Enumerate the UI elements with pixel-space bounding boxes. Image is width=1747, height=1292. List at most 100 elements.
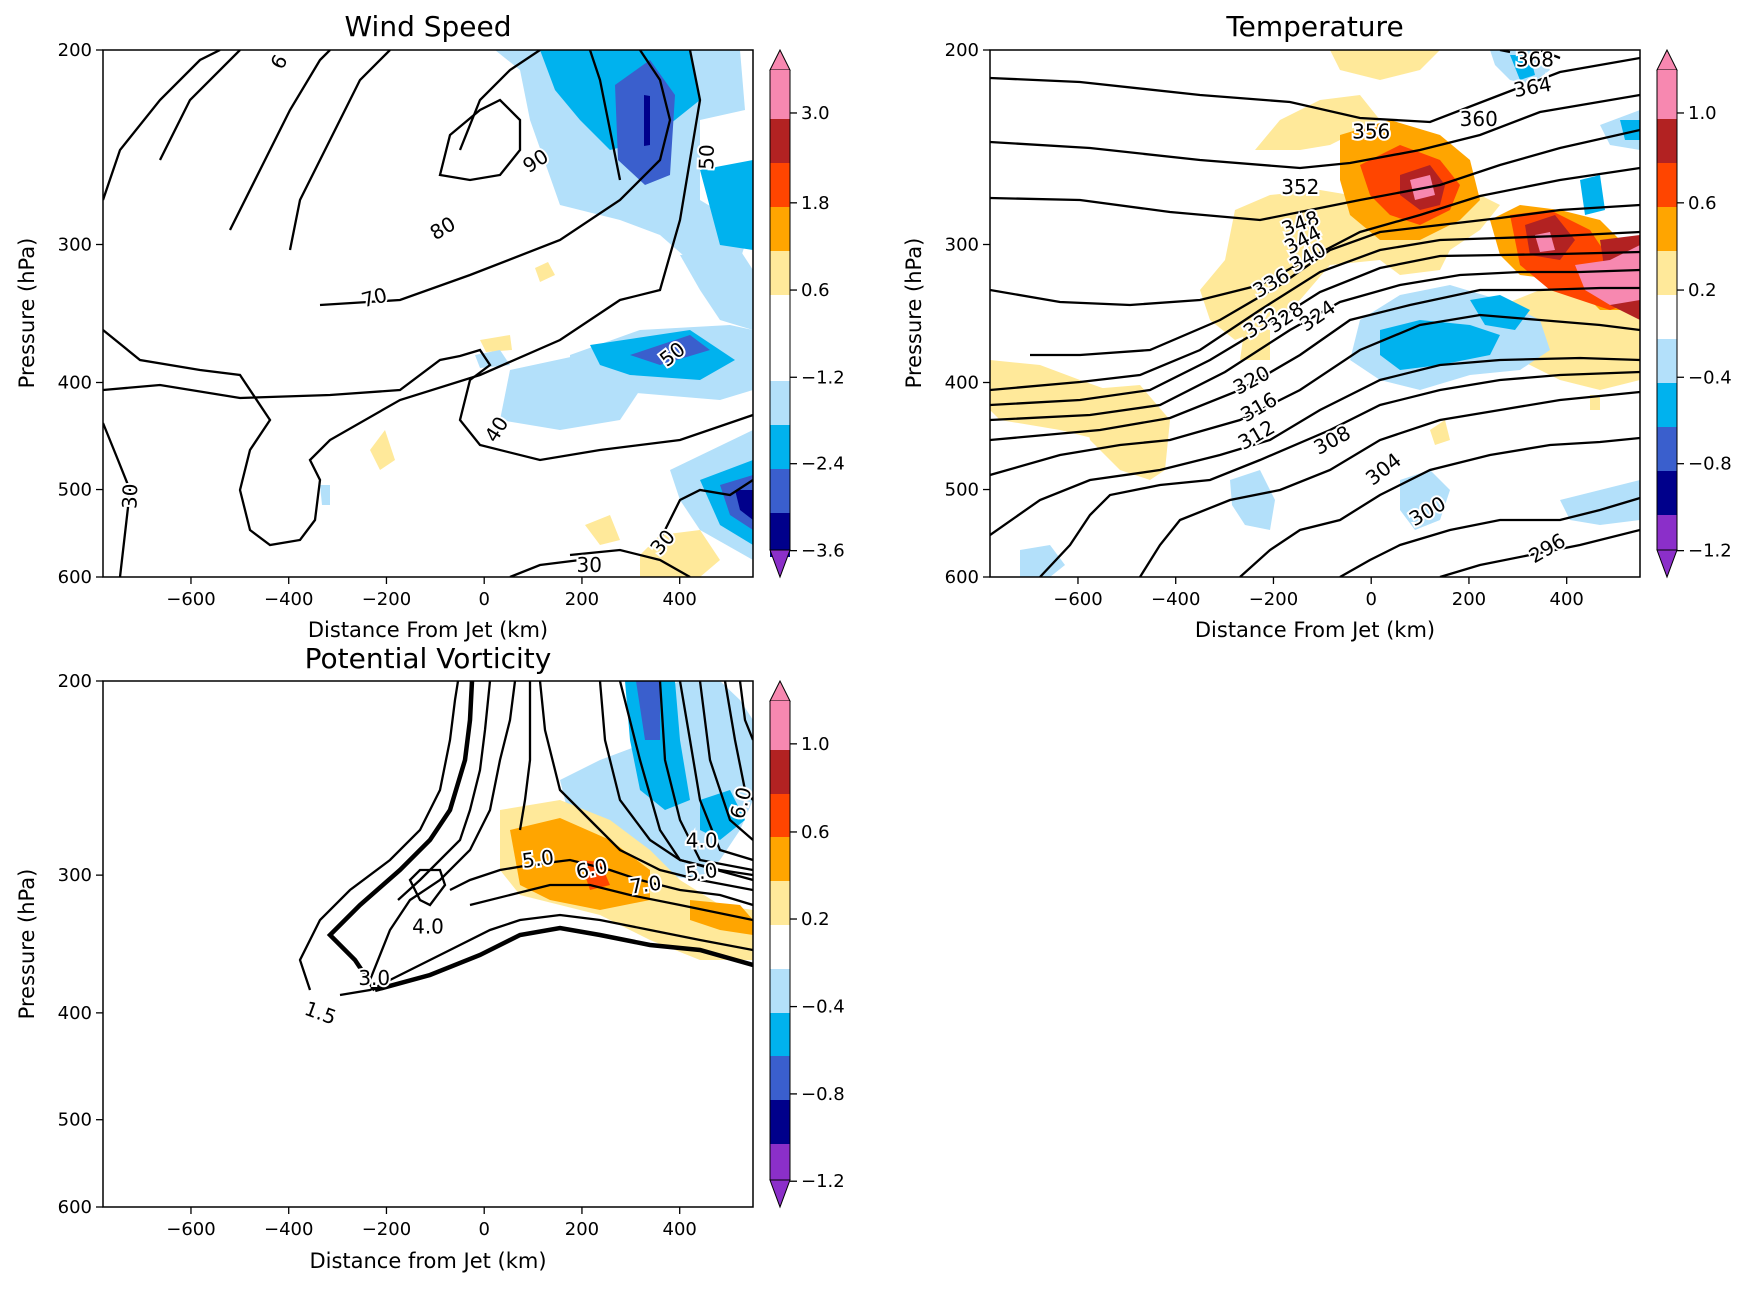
potential-vorticity-plot-area: 1.53.04.05.0 6.07.04.05.06.0: [298, 681, 753, 1032]
potential-vorticity-axes-frame: [102, 680, 754, 1208]
potential-vorticity-ticks: −600 −400 −200 0 200 400 200 300 400 500 600: [58, 671, 697, 1240]
temperature-title: Temperature: [1225, 10, 1403, 43]
y-tick-label: 400: [945, 372, 979, 393]
y-tick-label: 200: [58, 671, 92, 692]
wind-speed-ylabel: Pressure (hPa): [15, 238, 39, 389]
wind-speed-colorbar-ticks: 3.0 1.8 0.6 −1.2 −2.4 −3.6: [790, 103, 845, 562]
wind-speed-colorbar: 3.0 1.8 0.6 −1.2 −2.4 −3.6: [769, 48, 845, 579]
x-tick-label: −600: [166, 1219, 215, 1240]
colorbar-tick-label: 1.0: [1688, 103, 1717, 124]
wind-speed-contours: [103, 50, 753, 577]
potential-vorticity-colorbar: 1.0 0.6 0.2 −0.4 −0.8 −1.2: [769, 679, 845, 1209]
wind-speed-xlabel: Distance From Jet (km): [308, 618, 548, 642]
x-tick-label: −400: [1151, 589, 1200, 610]
contour-label: 5.0: [521, 845, 556, 873]
x-tick-label: 400: [663, 589, 697, 610]
x-tick-label: 400: [1550, 589, 1584, 610]
potential-vorticity-title: Potential Vorticity: [305, 642, 552, 675]
contour-label: 5.0: [684, 858, 719, 886]
y-tick-label: 300: [58, 865, 92, 886]
contour-label: 70: [359, 283, 390, 313]
y-tick-label: 400: [58, 372, 92, 393]
y-tick-label: 600: [945, 567, 979, 588]
y-tick-label: 600: [58, 1197, 92, 1218]
potential-vorticity-xlabel: Distance from Jet (km): [309, 1249, 546, 1273]
contour-label: 4.0: [686, 828, 718, 852]
contour-label: 3.0: [358, 966, 390, 990]
contour-label: 7.0: [628, 871, 663, 899]
contour-label: 30: [577, 553, 602, 577]
contour-label: 30: [117, 483, 142, 509]
contour-label: 1.5: [301, 996, 339, 1029]
y-tick-label: 300: [945, 235, 979, 256]
temperature-colorbar: 1.0 0.6 0.2 −0.4 −0.8 −1.2: [1656, 48, 1732, 579]
x-tick-label: 0: [478, 1219, 489, 1240]
wind-speed-axes-frame: [102, 49, 754, 578]
x-tick-label: 200: [565, 1219, 599, 1240]
colorbar-tick-label: 0.6: [801, 280, 830, 301]
colorbar-tick-label: −3.6: [801, 541, 845, 562]
colorbar-tick-label: 0.2: [801, 909, 830, 930]
temperature-ticks: −600 −400 −200 0 200 400 200 300 400 500 600: [945, 40, 1584, 610]
colorbar-tick-label: −0.8: [801, 1084, 845, 1105]
colorbar-tick-label: −0.8: [1688, 454, 1732, 475]
contour-label: 6: [265, 51, 292, 74]
temperature-axes-frame: [989, 49, 1641, 578]
y-tick-label: 300: [58, 235, 92, 256]
y-tick-label: 400: [58, 1003, 92, 1024]
x-tick-label: −200: [362, 1219, 411, 1240]
colorbar-tick-label: −1.2: [1688, 541, 1732, 562]
wind-speed-ticks: −600 −400 −200 0 200 400 200 300 400 500 600: [58, 40, 697, 610]
y-tick-label: 500: [58, 1110, 92, 1131]
temperature-contours: [990, 50, 1640, 577]
colorbar-tick-label: −1.2: [801, 367, 845, 388]
potential-vorticity-shading: [500, 681, 753, 960]
y-tick-label: 500: [945, 480, 979, 501]
potential-vorticity-contour-labels: 1.53.04.05.0 6.07.04.05.06.0: [299, 782, 753, 1031]
x-tick-label: −200: [1249, 589, 1298, 610]
colorbar-tick-label: 3.0: [801, 103, 830, 124]
contour-label: 304: [1361, 448, 1406, 490]
colorbar-tick-label: −0.4: [1688, 367, 1732, 388]
contour-label: 368: [1516, 47, 1554, 71]
colorbar-tick-label: 0.6: [801, 822, 830, 843]
colorbar-tick-label: −2.4: [801, 454, 845, 475]
x-tick-label: 0: [478, 589, 489, 610]
potential-vorticity-colorbar-ticks: 1.0 0.6 0.2 −0.4 −0.8 −1.2: [790, 734, 845, 1192]
potential-vorticity-ylabel: Pressure (hPa): [15, 869, 39, 1020]
potential-vorticity-panel: Potential Vorticity: [15, 642, 845, 1273]
wind-speed-shading: [320, 50, 753, 577]
potential-vorticity-contours: [298, 681, 753, 997]
colorbar-tick-label: 0.2: [1688, 280, 1717, 301]
colorbar-tick-label: −0.4: [801, 997, 845, 1018]
contour-label: 360: [1460, 107, 1498, 131]
y-tick-label: 500: [58, 480, 92, 501]
x-tick-label: −600: [166, 589, 215, 610]
x-tick-label: 200: [1452, 589, 1486, 610]
x-tick-label: −200: [362, 589, 411, 610]
x-tick-label: 0: [1365, 589, 1376, 610]
contour-label: 80: [426, 211, 460, 245]
contour-label: 308: [1310, 421, 1355, 460]
potential-vorticity-thick-contours: [326, 681, 753, 993]
contour-label: 296: [1525, 528, 1570, 568]
temperature-colorbar-ticks: 1.0 0.6 0.2 −0.4 −0.8 −1.2: [1677, 103, 1732, 562]
contour-label: 324: [1295, 295, 1340, 337]
contour-label: 352: [1281, 175, 1319, 199]
x-tick-label: −400: [264, 589, 313, 610]
x-tick-label: −400: [264, 1219, 313, 1240]
x-tick-label: 400: [663, 1219, 697, 1240]
y-tick-label: 600: [58, 567, 92, 588]
contour-label: 364: [1512, 72, 1554, 102]
y-tick-label: 200: [58, 40, 92, 61]
contour-label: 4.0: [412, 915, 444, 939]
temperature-panel: Temperature: [902, 10, 1732, 642]
x-tick-label: 200: [565, 589, 599, 610]
wind-speed-panel: Wind Speed: [15, 10, 845, 642]
colorbar-tick-label: 1.0: [801, 734, 830, 755]
colorbar-tick-label: −1.2: [801, 1171, 845, 1192]
wind-speed-title: Wind Speed: [344, 10, 511, 43]
colorbar-tick-label: 1.8: [801, 193, 830, 214]
temperature-xlabel: Distance From Jet (km): [1195, 618, 1435, 642]
